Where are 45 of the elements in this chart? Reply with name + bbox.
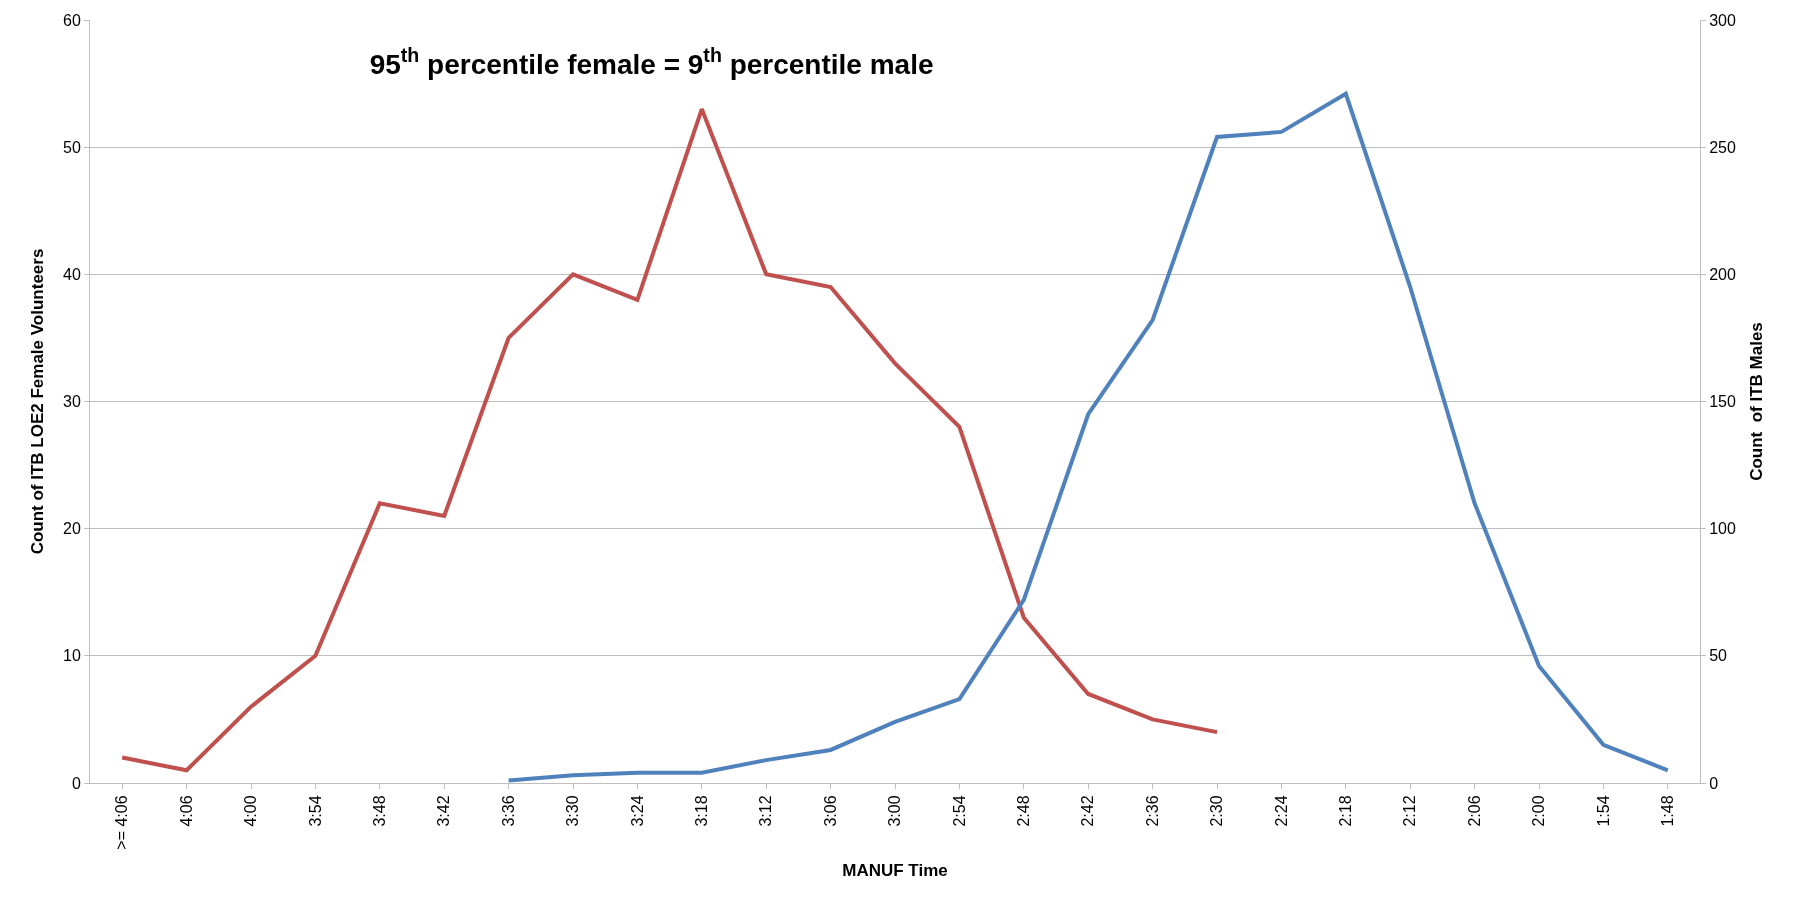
- y-tick-label: 0: [71, 774, 81, 792]
- x-tick-label: 2:42: [1079, 795, 1097, 827]
- x-tick-label: >= 4:06: [113, 795, 131, 850]
- y2-tick-label: 50: [1709, 647, 1728, 665]
- x-tick-label: 3:54: [306, 795, 324, 827]
- x-tick-label: 2:24: [1272, 795, 1290, 827]
- x-tick-label: 3:12: [757, 795, 775, 827]
- line-series: [120, 107, 1219, 773]
- y-tick-label: 60: [63, 11, 81, 29]
- x-tick-label: 3:36: [499, 795, 517, 827]
- y2-tick-label: 250: [1709, 138, 1736, 156]
- x-tick-label: 2:06: [1465, 795, 1483, 827]
- x-tick-label: 1:54: [1594, 795, 1612, 827]
- x-tick-label: 3:48: [371, 795, 388, 827]
- y-axis-title: Count of ITB LOE2 Female Volunteers: [27, 248, 47, 555]
- x-tick-label: 2:36: [1143, 795, 1161, 827]
- y-tick-label: 40: [63, 265, 81, 283]
- x-tick-label: 2:48: [1015, 795, 1032, 827]
- x-tick-label: 2:54: [950, 795, 968, 827]
- x-tick-label: 3:24: [628, 795, 646, 827]
- x-tick-label: 3:18: [693, 795, 710, 827]
- y2-tick-label: 150: [1709, 393, 1736, 411]
- x-tick-label: 3:00: [886, 795, 904, 827]
- x-tick-label: 4:00: [242, 795, 260, 827]
- text: 95$^{th}$ percentile female = 9$^{th}$ percentile male: [369, 44, 934, 80]
- y2-axis-title: Count of ITB Males: [1747, 322, 1767, 481]
- x-tick-label: 2:00: [1530, 795, 1548, 827]
- y-tick-label: 20: [63, 520, 81, 538]
- x-axis-title: MANUF Time: [842, 861, 948, 881]
- x-tick-label: 2:12: [1401, 795, 1419, 827]
- y2-tick-label: 0: [1709, 774, 1719, 792]
- y-tick-label: 10: [63, 647, 81, 665]
- x-tick-label: 4:06: [177, 795, 195, 827]
- x-tick-label: 3:06: [821, 795, 839, 827]
- x-tick-label: 2:30: [1208, 795, 1226, 827]
- x-tick-label: 2:18: [1337, 795, 1354, 827]
- x-tick-label: 1:48: [1659, 795, 1676, 827]
- y-tick-label: 30: [63, 393, 81, 411]
- y2-tick-label: 300: [1709, 11, 1736, 29]
- y2-tick-label: 100: [1709, 520, 1736, 538]
- line-series: [506, 91, 1670, 783]
- y2-tick-label: 200: [1709, 265, 1736, 283]
- x-tick-label: 3:30: [564, 795, 582, 827]
- x-tick-label: 3:42: [435, 795, 453, 827]
- y-tick-label: 50: [63, 138, 81, 156]
